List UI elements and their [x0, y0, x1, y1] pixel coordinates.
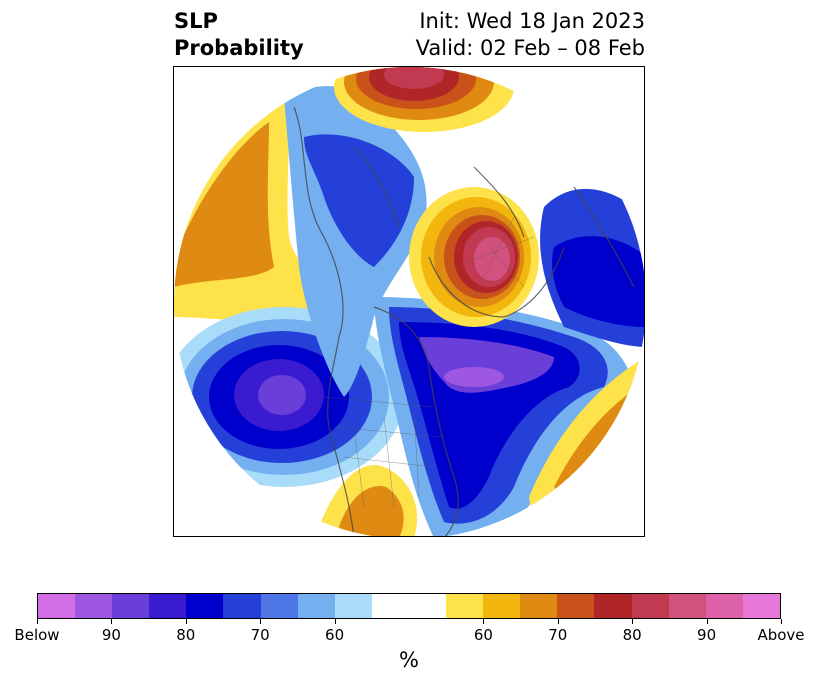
colorbar-cell — [557, 594, 595, 618]
colorbar-tick-mark — [111, 619, 113, 624]
colorbar-cell — [631, 594, 669, 618]
colorbar-tick-label: 70 — [250, 626, 270, 644]
colorbar-tick-mark — [334, 619, 336, 624]
polar-map — [173, 66, 645, 537]
pacific-above-core — [174, 122, 274, 287]
colorbar-unit-label: % — [399, 648, 419, 672]
colorbar-cell — [334, 594, 372, 618]
colorbar-cell — [149, 594, 187, 618]
colorbar-tick-mark — [37, 619, 38, 624]
coastlines — [293, 106, 635, 536]
colorbar-cell — [297, 594, 335, 618]
borders — [323, 216, 535, 508]
colorbar-cell — [371, 594, 409, 618]
valid-range: Valid: 02 Feb – 08 Feb — [415, 36, 645, 60]
colorbar-tick-label: 90 — [101, 626, 121, 644]
colorbar-cell — [112, 594, 150, 618]
colorbar-tick-mark — [632, 619, 634, 624]
colorbar-tick-mark — [260, 619, 262, 624]
title-line-2: Probability — [174, 36, 304, 60]
title-line-1: SLP — [174, 9, 218, 33]
colorbar-tick-mark — [483, 619, 485, 624]
pacific-below-core — [258, 375, 306, 415]
colorbar-tick-mark — [781, 619, 782, 624]
colorbar-tick-label: 70 — [548, 626, 568, 644]
colorbar-tick-mark — [185, 619, 187, 624]
colorbar-tick-label: 80 — [176, 626, 196, 644]
colorbar-tick-label: 60 — [473, 626, 493, 644]
eurasia-above-core — [474, 237, 510, 281]
forecast-dates: Init: Wed 18 Jan 2023 Valid: 02 Feb – 08… — [416, 8, 645, 62]
colorbar-cell — [186, 594, 224, 618]
colorbar-tick-mark — [557, 619, 559, 624]
colorbar-tick-label: 90 — [697, 626, 717, 644]
init-date: Init: Wed 18 Jan 2023 — [419, 9, 645, 33]
colorbar-cell — [260, 594, 298, 618]
colorbar-cell — [705, 594, 743, 618]
colorbar-cell — [75, 594, 113, 618]
colorbar-cell — [483, 594, 521, 618]
colorbar-tick-label: Below — [14, 626, 60, 644]
colorbar-tick-label: 80 — [622, 626, 642, 644]
probability-field — [174, 67, 644, 536]
colorbar-cell — [520, 594, 558, 618]
colorbar-cell — [742, 594, 780, 618]
colorbar-cell — [594, 594, 632, 618]
map-title: SLP Probability — [174, 8, 304, 62]
colorbar-cell — [408, 594, 447, 618]
colorbar-cell — [668, 594, 706, 618]
colorbar-tick-mark — [706, 619, 708, 624]
colorbar-cell — [223, 594, 261, 618]
colorbar-cell — [38, 594, 76, 618]
colorbar-tick-label: Above — [757, 626, 805, 644]
colorbar-cell — [446, 594, 484, 618]
colorbar — [37, 593, 781, 619]
colorbar-tick-label: 60 — [325, 626, 345, 644]
